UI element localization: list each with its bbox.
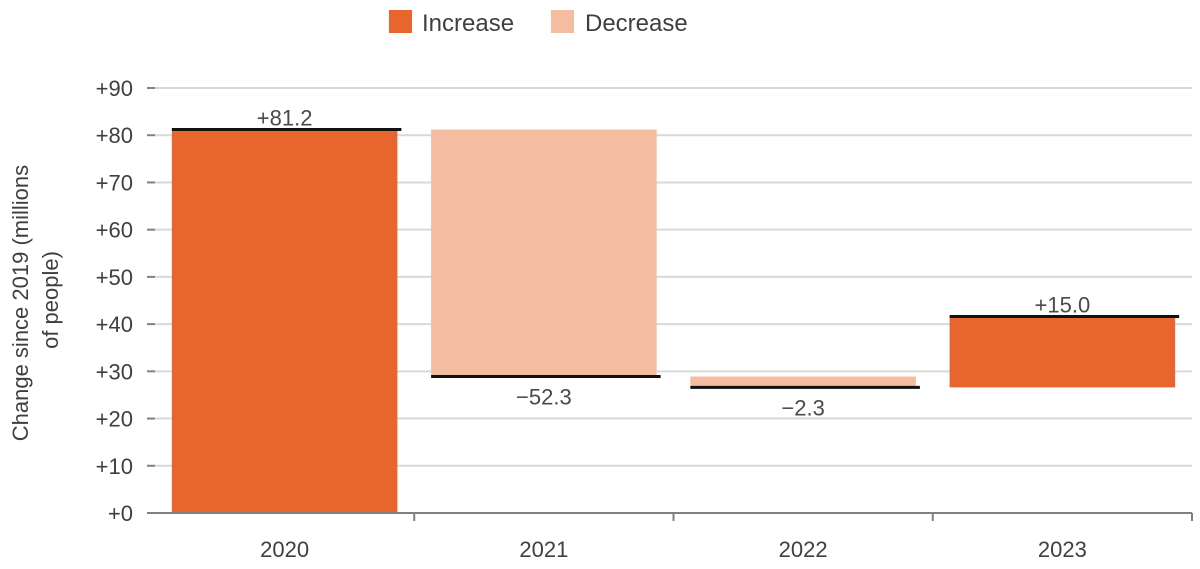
data-label-2022: −2.3: [781, 395, 824, 420]
data-label-2023: +15.0: [1035, 293, 1091, 318]
legend-swatch-increase: [389, 10, 412, 33]
legend-label-increase: Increase: [422, 10, 514, 37]
y-tick-label: +40: [96, 312, 133, 337]
y-tick-label: +90: [96, 76, 133, 101]
y-tick-label: +80: [96, 123, 133, 148]
y-axis-title-line-1: Change since 2019 (millions: [8, 165, 33, 441]
y-tick-label: +20: [96, 407, 133, 432]
bar-2020: [171, 129, 398, 514]
data-label-2020: +81.2: [257, 106, 313, 131]
y-tick-label: +0: [108, 501, 133, 526]
bars: [171, 129, 1176, 514]
x-tick-label: 2021: [519, 537, 568, 562]
y-tick-label: +70: [96, 170, 133, 195]
y-axis-title-line-2: of people): [38, 251, 63, 349]
legend-label-decrease: Decrease: [585, 10, 688, 37]
bar-2023: [949, 316, 1176, 388]
chart-legend: Increase Decrease: [389, 10, 688, 37]
bar-2022: [690, 376, 916, 388]
y-tick-label: +10: [96, 454, 133, 479]
level-lines: [171, 128, 1180, 389]
x-tick-label: 2023: [1038, 537, 1087, 562]
y-tick-label: +50: [96, 265, 133, 290]
y-axis-ticks: +0 +10 +20 +30 +40 +50 +60 +70 +80 +90: [96, 76, 155, 526]
data-labels: +81.2 −52.3 −2.3 +15.0: [257, 106, 1090, 421]
x-axis-ticks: 2020 2021 2022 2023: [260, 513, 1193, 562]
y-tick-label: +30: [96, 359, 133, 384]
y-axis-title: Change since 2019 (millions of people): [8, 159, 63, 442]
x-tick-label: 2022: [779, 537, 828, 562]
x-tick-label: 2020: [260, 537, 309, 562]
bar-2021: [431, 129, 657, 377]
data-label-2021: −52.3: [516, 385, 572, 410]
legend-swatch-decrease: [551, 10, 574, 33]
y-tick-label: +60: [96, 218, 133, 243]
